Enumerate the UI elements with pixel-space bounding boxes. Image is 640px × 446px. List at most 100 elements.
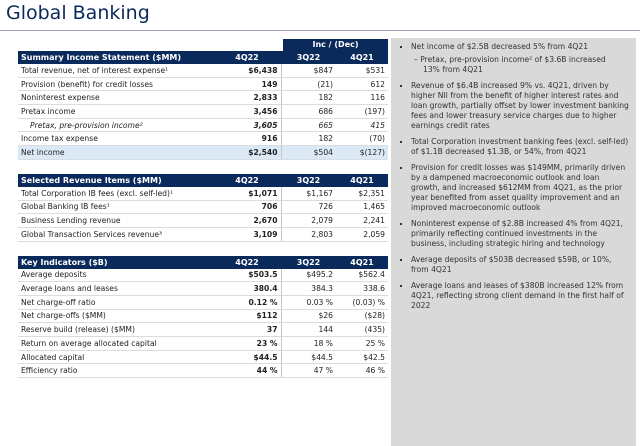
cell-value: $1,167 bbox=[280, 186, 336, 201]
cell-value: (197) bbox=[336, 104, 388, 119]
table-row: Allocated capital $44.5 $44.5 $42.5 bbox=[18, 350, 388, 365]
column-header: 4Q22 bbox=[213, 51, 281, 64]
bullet-text: Provision for credit losses was $149MM, … bbox=[411, 163, 626, 212]
row-label: Net charge-off ratio bbox=[18, 295, 213, 310]
bullet-text: Revenue of $6.4B increased 9% vs. 4Q21, … bbox=[411, 81, 629, 130]
table-row: Average loans and leases 380.4 384.3 338.6 bbox=[18, 281, 388, 296]
bullet: Revenue of $6.4B increased 9% vs. 4Q21, … bbox=[411, 81, 630, 131]
cell-value: $44.5 bbox=[213, 350, 281, 365]
table-title: Selected Revenue Items ($MM) bbox=[18, 173, 213, 187]
cell-value: (21) bbox=[280, 77, 336, 92]
cell-value: 0.12 % bbox=[213, 295, 281, 310]
cell-value: $26 bbox=[280, 309, 336, 324]
row-label: Pretax income bbox=[18, 104, 213, 119]
table-row: Net charge-offs ($MM) $112 $26 ($28) bbox=[18, 309, 388, 324]
row-label: Return on average allocated capital bbox=[18, 336, 213, 351]
table-row: Net income $2,540 $504 $(127) bbox=[18, 145, 388, 160]
cell-value: (435) bbox=[336, 322, 388, 337]
table-row: Average deposits $503.5 $495.2 $562.4 bbox=[18, 268, 388, 283]
cell-value: $562.4 bbox=[336, 268, 388, 283]
cell-value: $503.5 bbox=[213, 268, 281, 283]
row-label: Allocated capital bbox=[18, 350, 213, 365]
cell-value: 18 % bbox=[280, 336, 336, 351]
table-row: Provision (benefit) for credit losses 149… bbox=[18, 77, 388, 92]
commentary-panel: Net income of $2.5B decreased 5% from 4Q… bbox=[391, 38, 636, 446]
cell-value: 3,605 bbox=[213, 118, 281, 133]
row-label: Net income bbox=[18, 145, 213, 160]
header-row: Summary Income Statement ($MM) 4Q22 3Q22 4Q… bbox=[18, 51, 388, 64]
row-label: Income tax expense bbox=[18, 131, 213, 147]
bullet-list: Net income of $2.5B decreased 5% from 4Q… bbox=[391, 42, 636, 311]
table-row: Net charge-off ratio 0.12 % 0.03 % (0.03) % bbox=[18, 295, 388, 310]
table-row: Noninterest expense 2,833 182 116 bbox=[18, 90, 388, 106]
column-header: 4Q21 bbox=[336, 51, 388, 64]
cell-value: $6,438 bbox=[213, 64, 281, 78]
cell-value: (70) bbox=[336, 131, 388, 147]
column-header: 3Q22 bbox=[281, 173, 336, 187]
row-label: Average deposits bbox=[18, 268, 213, 283]
cell-value: 2,803 bbox=[280, 227, 336, 242]
cell-value: 726 bbox=[280, 200, 336, 215]
bullet-text: Average deposits of $503B decreased $59B… bbox=[411, 255, 612, 274]
row-label: Provision (benefit) for credit losses bbox=[18, 77, 213, 92]
header-row: Key Indicators ($B) 4Q22 3Q22 4Q21 bbox=[18, 255, 388, 269]
data-table: Key Indicators ($B) 4Q22 3Q22 4Q21 Average d… bbox=[18, 255, 388, 379]
cell-value: 44 % bbox=[213, 363, 281, 379]
cell-value: 3,456 bbox=[213, 104, 281, 119]
cell-value: $2,540 bbox=[213, 145, 281, 160]
cell-value: 37 bbox=[213, 322, 281, 337]
bullet-text: Average loans and leases of $380B increa… bbox=[411, 281, 624, 310]
row-label: Noninterest expense bbox=[18, 90, 213, 106]
cell-value: $504 bbox=[280, 145, 336, 160]
title-rule bbox=[0, 30, 640, 31]
bullet: Noninterest expense of $2.8B increased 4… bbox=[411, 219, 630, 249]
row-label: Total revenue, net of interest expense¹ bbox=[18, 64, 213, 78]
cell-value: 2,079 bbox=[280, 213, 336, 228]
cell-value: 47 % bbox=[280, 363, 336, 379]
sub-bullet: Pretax, pre-provision income² of $3.6B i… bbox=[420, 55, 624, 75]
table-row: Pretax income 3,456 686 (197) bbox=[18, 104, 388, 119]
cell-value: 916 bbox=[213, 131, 281, 147]
column-header: 4Q21 bbox=[336, 173, 388, 187]
cell-value: 144 bbox=[280, 322, 336, 337]
cell-value: 0.03 % bbox=[280, 295, 336, 310]
tables-panel: Inc / (Dec) Summary Income Statement ($M… bbox=[18, 39, 388, 392]
cell-value: 182 bbox=[280, 131, 336, 147]
cell-value: $531 bbox=[336, 64, 388, 78]
cell-value: 612 bbox=[336, 77, 388, 92]
cell-value: 706 bbox=[213, 200, 281, 215]
cell-value: 338.6 bbox=[336, 281, 388, 296]
cell-value: $847 bbox=[280, 64, 336, 78]
row-label: Average loans and leases bbox=[18, 281, 213, 296]
table-row: Reserve build (release) ($MM) 37 144 (435) bbox=[18, 322, 388, 337]
cell-value: $44.5 bbox=[280, 350, 336, 365]
row-label: Efficiency ratio bbox=[18, 363, 213, 379]
cell-value: 46 % bbox=[336, 363, 388, 379]
cell-value: 25 % bbox=[336, 336, 388, 351]
bullet: Total Corporation investment banking fee… bbox=[411, 137, 630, 157]
table-row: Global Transaction Services revenue³ 3,10… bbox=[18, 227, 388, 242]
row-label: Reserve build (release) ($MM) bbox=[18, 322, 213, 337]
row-label: Pretax, pre-provision income² bbox=[18, 118, 213, 133]
cell-value: $495.2 bbox=[280, 268, 336, 283]
table-row: Business Lending revenue 2,670 2,079 2,241 bbox=[18, 213, 388, 228]
cell-value: $42.5 bbox=[336, 350, 388, 365]
cell-value: $2,351 bbox=[336, 186, 388, 201]
table-row: Total revenue, net of interest expense¹ $… bbox=[18, 64, 388, 78]
row-label: Business Lending revenue bbox=[18, 213, 213, 228]
cell-value: 23 % bbox=[213, 336, 281, 351]
cell-value: 686 bbox=[280, 104, 336, 119]
cell-value: 2,241 bbox=[336, 213, 388, 228]
cell-value: 3,109 bbox=[213, 227, 281, 242]
column-header: 3Q22 bbox=[281, 51, 336, 64]
cell-value: ($28) bbox=[336, 309, 388, 324]
table-row: Pretax, pre-provision income² 3,605 665 415 bbox=[18, 118, 388, 133]
page-title: Global Banking bbox=[6, 2, 150, 24]
row-label: Global Banking IB fees¹ bbox=[18, 200, 213, 215]
cell-value: 182 bbox=[280, 90, 336, 106]
bullet-text: Noninterest expense of $2.8B increased 4… bbox=[411, 219, 624, 248]
bullet-text: Total Corporation investment banking fee… bbox=[411, 137, 629, 156]
cell-value: $112 bbox=[213, 309, 281, 324]
row-label: Net charge-offs ($MM) bbox=[18, 309, 213, 324]
